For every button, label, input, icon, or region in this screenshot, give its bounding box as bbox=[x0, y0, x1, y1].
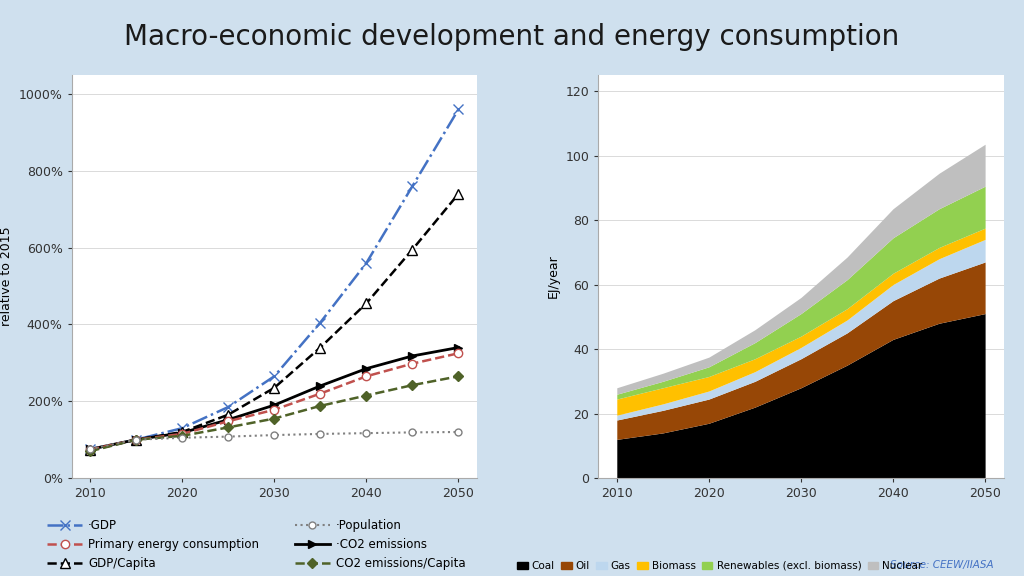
Primary energy consumption bbox=[360, 373, 373, 380]
GDP/Capita bbox=[453, 191, 465, 198]
·CO2 emissions bbox=[360, 365, 373, 372]
Line: GDP/Capita: GDP/Capita bbox=[85, 189, 463, 455]
CO2 emissions/Capita bbox=[130, 436, 142, 443]
·Population bbox=[268, 431, 281, 438]
·CO2 emissions bbox=[84, 446, 96, 453]
Primary energy consumption bbox=[453, 350, 465, 357]
·CO2 emissions bbox=[222, 416, 234, 423]
GDP/Capita bbox=[222, 411, 234, 418]
Primary energy consumption bbox=[407, 360, 419, 367]
·GDP bbox=[314, 319, 327, 326]
·Population bbox=[130, 436, 142, 443]
CO2 emissions/Capita bbox=[268, 415, 281, 422]
·CO2 emissions bbox=[407, 353, 419, 359]
·CO2 emissions bbox=[314, 382, 327, 389]
Primary energy consumption bbox=[130, 436, 142, 443]
Y-axis label: EJ/year: EJ/year bbox=[547, 255, 560, 298]
·Population bbox=[314, 430, 327, 437]
GDP/Capita bbox=[176, 429, 188, 435]
·Population bbox=[360, 430, 373, 437]
GDP/Capita bbox=[130, 436, 142, 443]
GDP/Capita bbox=[314, 344, 327, 351]
CO2 emissions/Capita bbox=[176, 433, 188, 439]
CO2 emissions/Capita bbox=[314, 403, 327, 410]
·Population bbox=[407, 429, 419, 436]
·GDP bbox=[222, 404, 234, 411]
·GDP bbox=[360, 260, 373, 267]
·CO2 emissions bbox=[268, 401, 281, 408]
CO2 emissions/Capita bbox=[360, 392, 373, 399]
·Population bbox=[176, 434, 188, 441]
GDP/Capita bbox=[407, 246, 419, 253]
Primary energy consumption bbox=[222, 418, 234, 425]
·GDP bbox=[84, 446, 96, 453]
·Population bbox=[453, 429, 465, 435]
CO2 emissions/Capita bbox=[84, 448, 96, 454]
·CO2 emissions bbox=[176, 429, 188, 436]
·CO2 emissions bbox=[130, 436, 142, 443]
·GDP bbox=[407, 183, 419, 190]
CO2 emissions/Capita bbox=[453, 373, 465, 380]
Primary energy consumption bbox=[314, 390, 327, 397]
Line: ·Population: ·Population bbox=[87, 429, 462, 452]
Line: ·CO2 emissions: ·CO2 emissions bbox=[86, 343, 463, 453]
Text: Macro-economic development and energy consumption: Macro-economic development and energy co… bbox=[124, 23, 900, 51]
GDP/Capita bbox=[84, 447, 96, 454]
·GDP bbox=[453, 106, 465, 113]
Primary energy consumption bbox=[84, 446, 96, 453]
Text: Source: CEEW/IIASA: Source: CEEW/IIASA bbox=[890, 560, 993, 570]
·Population bbox=[84, 445, 96, 452]
Legend: Coal, Oil, Gas, Biomass, Renewables (excl. biomass), Nuclear: Coal, Oil, Gas, Biomass, Renewables (exc… bbox=[517, 561, 923, 571]
Primary energy consumption bbox=[268, 406, 281, 413]
Y-axis label: relative to 2015: relative to 2015 bbox=[0, 227, 13, 326]
Primary energy consumption bbox=[176, 430, 188, 437]
CO2 emissions/Capita bbox=[222, 424, 234, 431]
Line: Primary energy consumption: Primary energy consumption bbox=[86, 349, 463, 454]
CO2 emissions/Capita bbox=[407, 382, 419, 389]
GDP/Capita bbox=[360, 300, 373, 307]
·Population bbox=[222, 433, 234, 440]
Legend: ·GDP, Primary energy consumption, GDP/Capita, ·Population, ·CO2 emissions, CO2 e: ·GDP, Primary energy consumption, GDP/Ca… bbox=[47, 520, 466, 570]
GDP/Capita bbox=[268, 384, 281, 391]
Line: ·GDP: ·GDP bbox=[85, 105, 463, 454]
·CO2 emissions bbox=[453, 344, 465, 351]
·GDP bbox=[130, 436, 142, 443]
Line: CO2 emissions/Capita: CO2 emissions/Capita bbox=[87, 373, 462, 454]
·GDP bbox=[268, 373, 281, 380]
·GDP bbox=[176, 425, 188, 431]
